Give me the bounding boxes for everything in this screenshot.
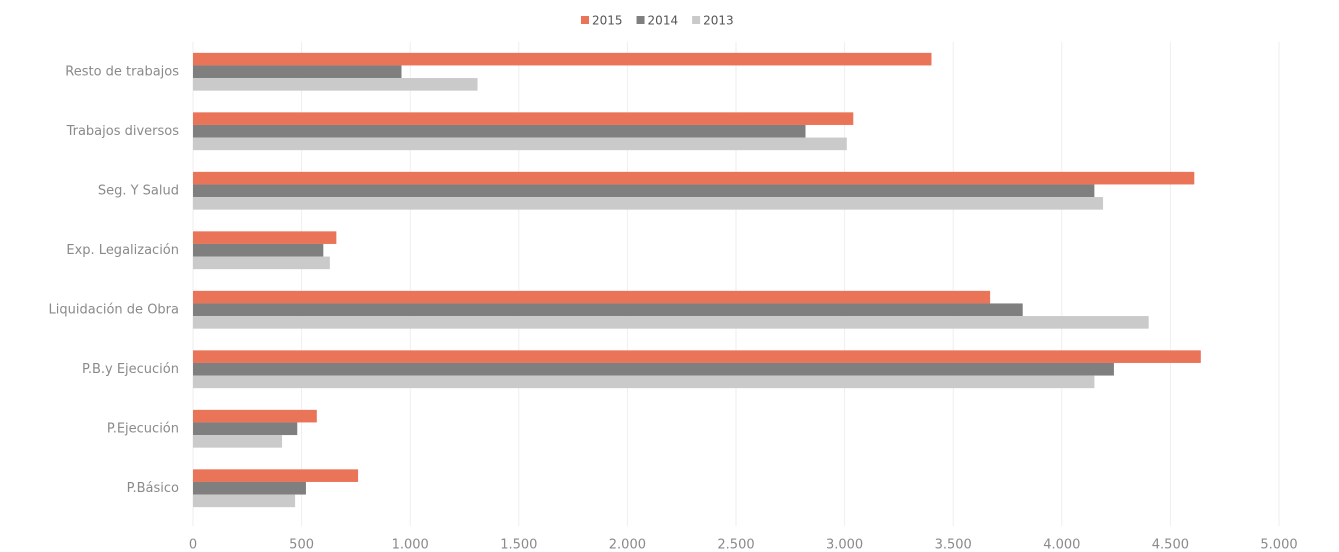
bar	[193, 171, 1195, 185]
x-tick-label: 500	[289, 538, 314, 552]
bar	[193, 409, 317, 423]
bar	[193, 481, 306, 495]
bar	[193, 375, 1095, 389]
bar	[193, 494, 296, 508]
y-tick-label: P.Ejecución	[107, 421, 179, 436]
y-tick-label: Resto de trabajos	[65, 64, 179, 79]
bar	[193, 184, 1095, 198]
x-tick-label: 1.000	[392, 538, 429, 552]
bar	[193, 256, 330, 270]
y-tick-label: Exp. Legalización	[66, 243, 179, 258]
y-tick-label: P.B.y Ejecución	[82, 362, 179, 377]
legend-swatch	[636, 16, 645, 24]
x-tick-label: 4.500	[1152, 538, 1189, 552]
legend-label: 2013	[703, 14, 734, 28]
x-tick-label: 3.000	[826, 538, 863, 552]
legend-label: 2014	[648, 14, 679, 28]
y-tick-label: Liquidación de Obra	[49, 302, 179, 317]
y-tick-label: Seg. Y Salud	[98, 183, 179, 198]
bar	[193, 78, 478, 91]
x-tick-label: 5.000	[1260, 538, 1297, 552]
bar	[193, 65, 402, 79]
legend: 2015 2014 2013	[581, 14, 734, 28]
bar	[193, 362, 1114, 376]
x-tick-label: 4.000	[1043, 538, 1080, 552]
bar	[193, 243, 324, 257]
x-tick-label: 2.500	[717, 538, 754, 552]
bar	[193, 316, 1149, 329]
y-tick-label: P.Básico	[127, 481, 179, 496]
bar	[193, 303, 1023, 317]
bar	[193, 124, 806, 138]
x-tick-label: 1.500	[500, 538, 537, 552]
bar	[193, 52, 932, 66]
x-tick-label: 2.000	[609, 538, 646, 552]
legend-swatch	[581, 16, 589, 24]
bar	[193, 197, 1104, 210]
bar	[193, 112, 854, 125]
bar	[193, 435, 283, 448]
bar	[193, 469, 359, 482]
bar	[193, 137, 847, 151]
x-tick-label: 0	[189, 538, 197, 552]
bar	[193, 231, 337, 244]
y-tick-label: Trabajos diversos	[66, 124, 180, 139]
x-tick-label: 3.500	[935, 538, 972, 552]
legend-label: 2015	[592, 14, 623, 28]
bar	[193, 290, 991, 304]
bar	[193, 350, 1201, 363]
bar	[193, 422, 298, 436]
legend-swatch	[692, 16, 701, 24]
